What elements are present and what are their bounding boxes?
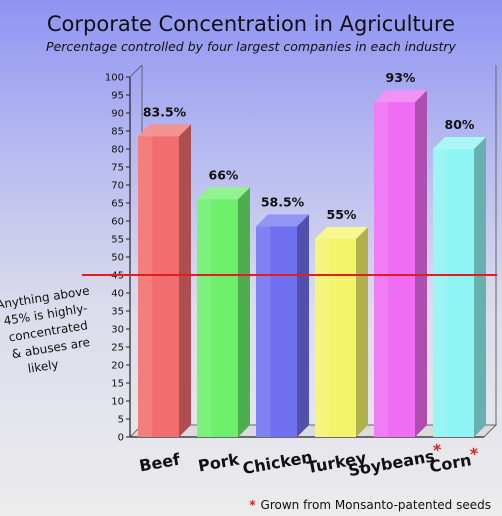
y-tick-label: 30 [111,325,124,336]
threshold-annotation: Anything above 45% is highly- concentrat… [0,283,91,376]
bar-top [315,227,368,239]
y-tick-label: 85 [111,127,124,138]
y-tick-label: 40 [111,289,124,300]
y-tick-label: 90 [111,109,124,120]
y-tick-label: 75 [111,163,124,174]
value-label-pork: 66% [209,167,239,182]
category-asterisk: * [432,440,444,460]
y-tick-label: 70 [111,181,124,192]
bar-highlight [256,226,271,437]
axis-depth-line [129,64,143,78]
bar-highlight [197,199,212,437]
y-tick-label: 65 [111,199,124,210]
footnote-asterisk: * [249,498,256,512]
bar-highlight [433,149,448,437]
bar-top [138,124,191,137]
bar-front [138,136,179,437]
y-tick-label: 20 [111,361,124,372]
category-label-beef: Beef [138,449,183,475]
bar-front [256,226,297,437]
bar-pork [197,187,250,437]
bar-highlight [315,239,330,437]
bar-side [179,124,191,438]
y-tick-label: 0 [118,433,124,444]
footnote-text: Grown from Monsanto-patented seeds [261,498,491,512]
y-tick-label: 60 [111,217,124,228]
bar-side [474,137,486,437]
value-labels: 83.5% 66% 58.5% 55% 93% 80% [143,70,475,222]
y-tick-label: 95 [111,91,124,102]
bar-front [374,102,415,437]
annotation-line-5: likely [27,357,60,376]
bar-front [433,149,474,437]
y-tick-label: 5 [118,415,124,426]
bar-top [256,214,309,227]
y-tick-label: 15 [111,379,124,390]
value-label-corn: 80% [445,117,475,132]
y-tick-label: 35 [111,307,124,318]
bar-top [197,187,250,200]
bar-corn [433,137,486,437]
y-axis: 0510152025303540455055606570758085909510… [105,73,130,444]
bar-side [238,187,250,437]
bar-soybeans [374,90,427,437]
y-tick-label: 55 [111,235,124,246]
bars [138,90,486,438]
value-label-chicken: 58.5% [261,194,305,209]
bar-top [433,137,486,149]
bar-highlight [374,102,389,437]
y-tick-label: 50 [111,253,124,264]
bar-chicken [256,214,309,437]
bar-top [374,90,427,103]
bar-front [315,239,356,437]
bar-front [197,199,238,437]
bar-side [356,227,368,437]
bar-turkey [315,227,368,437]
bar-side [415,90,427,437]
category-label-pork: Pork [197,450,241,476]
y-tick-label: 10 [111,397,124,408]
chart-title: Corporate Concentration in Agriculture [47,12,455,36]
category-asterisk: * [469,444,481,464]
bar-highlight [138,136,153,437]
bar-beef [138,124,191,438]
chart-subtitle: Percentage controlled by four largest co… [46,39,457,54]
bar-side [297,214,309,437]
y-tick-label: 25 [111,343,124,354]
category-label-chicken: Chicken [241,447,314,478]
y-tick-label: 80 [111,145,124,156]
value-label-soybeans: 93% [386,70,416,85]
value-label-turkey: 55% [327,207,357,222]
y-tick-label: 100 [105,73,124,84]
value-label-beef: 83.5% [143,104,187,119]
footnote: * Grown from Monsanto-patented seeds [249,498,491,512]
